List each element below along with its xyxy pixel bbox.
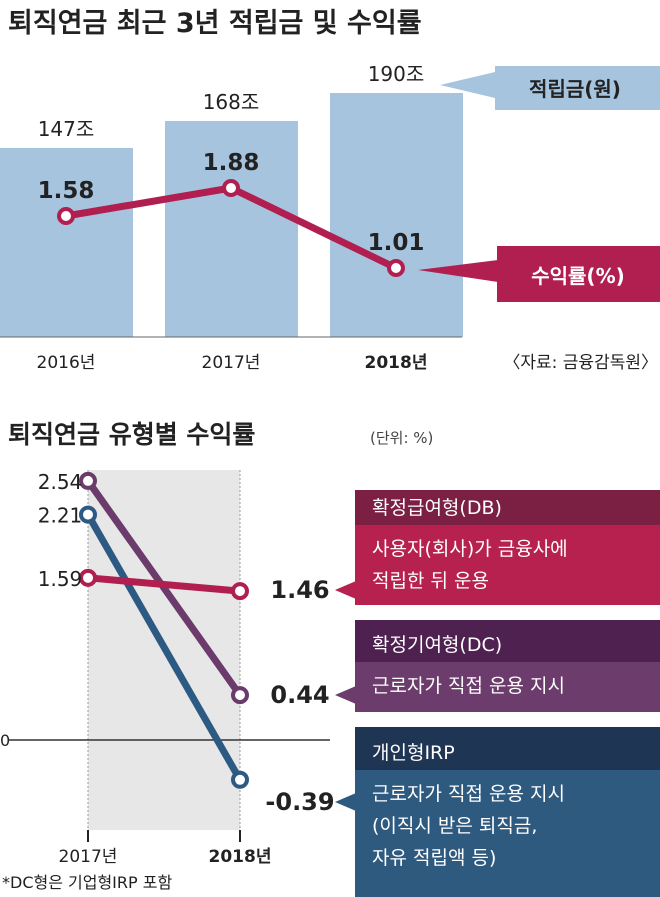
legend-desc-box [355,662,660,712]
legend-desc-text: 근로자가 직접 운용 지시 [372,783,565,805]
legend-desc-text: 근로자가 직접 운용 지시 [372,675,565,697]
legend-desc-box [355,525,660,605]
series-point [231,770,249,789]
bar-value-label: 168조 [203,90,260,114]
legend-header-label: 개인형IRP [372,742,455,764]
series-line-2 [84,512,244,782]
legend-header [355,727,660,770]
legend-desc-text: 자유 적립액 등) [372,847,496,869]
chart-title: 퇴직연금 최근 3년 적립금 및 수익률 [8,8,422,39]
line-point [57,207,75,225]
legend-return-label: 수익률(%) [531,264,625,288]
unit-label: (단위: %) [370,429,433,447]
legend-pointer [335,793,356,811]
x-tick-label: 2016년 [37,353,96,373]
line-value-label: 1.01 [368,230,425,256]
start-value-label: 2.54 [38,470,83,494]
legend-pointer [335,686,356,704]
line-value-label: 1.88 [203,150,260,176]
series-point [231,582,249,601]
legend-header [355,620,660,662]
legend-desc-text: 사용자(회사)가 금융사에 [372,538,568,560]
chart-title: 퇴직연금 유형별 수익률 [8,420,255,449]
end-value-label: -0.39 [265,788,334,816]
x-tick-label: 2018년 [209,847,272,867]
series-point [79,471,97,490]
legend-header [355,490,660,525]
legend-desc-box [355,770,660,897]
bar-value-label: 190조 [368,62,425,86]
series-point [231,686,249,705]
legend-header-label: 확정급여형(DB) [372,497,502,519]
legend-pointer [440,72,495,98]
zero-label: 0 [0,731,10,750]
series-line-1 [85,478,243,698]
line-point [387,259,405,277]
series-line-0 [87,574,241,595]
legend-header-label: 확정기여형(DC) [372,634,502,656]
legend-savings-label: 적립금(원) [529,77,621,101]
series-point [79,505,97,524]
start-value-label: 1.59 [38,567,83,591]
bar-2018년 [330,93,463,337]
bar-2017년 [165,121,298,337]
series-point [79,568,97,587]
x-tick-label: 2018년 [365,353,428,373]
source-note: 〈자료: 금융감독원〉 [503,353,658,373]
end-value-label: 1.46 [270,576,329,604]
end-value-label: 0.44 [270,681,329,709]
legend-return [497,246,660,302]
legend-savings [495,66,660,110]
legend-pointer [418,260,498,282]
x-tick-label: 2017년 [59,847,118,867]
start-value-label: 2.21 [38,504,83,528]
legend-desc-text: (이직시 받은 퇴직금, [372,815,537,837]
footnote: *DC형은 기업형IRP 포함 [2,873,172,892]
bar-value-label: 147조 [38,117,95,141]
line-point [222,179,240,197]
legend-pointer [335,581,356,599]
line-value-label: 1.58 [38,178,95,204]
legend-desc-text: 적립한 뒤 운용 [372,570,489,592]
x-tick-label: 2017년 [202,353,261,373]
bar-2016년 [0,148,133,337]
